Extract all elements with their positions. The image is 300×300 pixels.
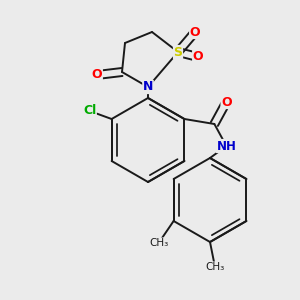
Text: S: S bbox=[173, 46, 182, 59]
Text: NH: NH bbox=[216, 140, 236, 152]
Text: O: O bbox=[193, 50, 203, 64]
Text: O: O bbox=[221, 95, 232, 109]
Text: CH₃: CH₃ bbox=[206, 262, 225, 272]
Text: N: N bbox=[143, 80, 153, 94]
Text: O: O bbox=[190, 26, 200, 38]
Text: Cl: Cl bbox=[83, 104, 96, 118]
Text: O: O bbox=[92, 68, 102, 82]
Text: CH₃: CH₃ bbox=[149, 238, 168, 248]
